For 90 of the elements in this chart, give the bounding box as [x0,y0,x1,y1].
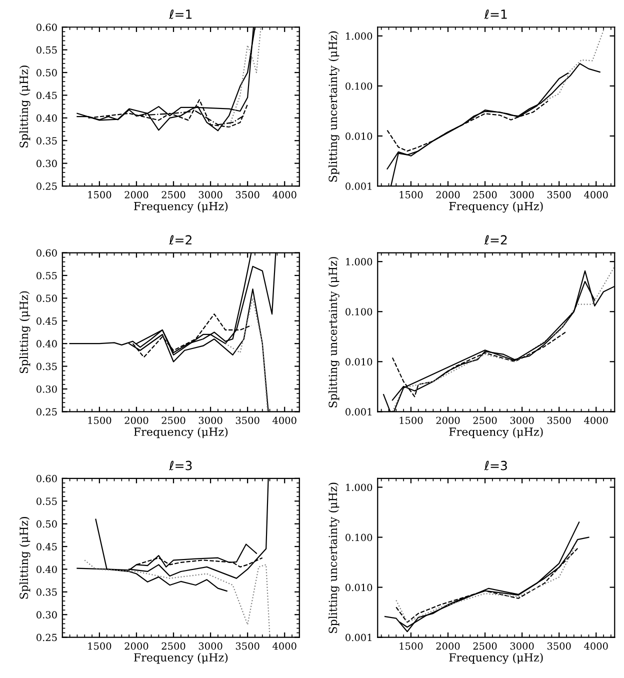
x-tick-label: 2000 [436,191,460,198]
y-tick-label: 0.55 [36,272,57,280]
chart-title: ℓ=1 [168,10,192,19]
y-tick-label: 0.25 [36,182,57,190]
x-tick-label: 1500 [400,191,423,198]
x-tick-label: 4000 [584,416,608,424]
chart-title: ℓ=3 [484,460,507,470]
y-tick-label: 0.45 [36,92,57,100]
x-tick-label: 3000 [510,416,534,424]
y-axis-title: Splitting (μHz) [19,291,30,374]
x-tick-label: 3000 [510,642,534,650]
x-tick-label: 3000 [198,191,222,198]
x-tick-label: 3000 [198,416,222,424]
x-tick-label: 4000 [584,642,608,650]
y-tick-label: 0.30 [36,385,57,393]
y-tick-label: 0.001 [346,408,372,416]
y-tick-label: 0.30 [36,611,57,618]
x-tick-label: 4000 [272,642,296,650]
x-tick-label: 3500 [236,191,260,198]
x-axis-title: Frequency (μHz) [134,652,228,664]
x-axis-title: Frequency (μHz) [134,427,228,438]
x-axis-title: Frequency (μHz) [449,427,543,438]
y-tick-label: 0.55 [36,498,57,505]
y-tick-label: 0.001 [346,634,372,642]
x-tick-label: 3500 [547,416,571,424]
x-tick-label: 2000 [124,642,148,650]
x-tick-label: 4000 [272,416,296,424]
y-tick-label: 0.010 [346,358,372,366]
x-tick-label: 3000 [510,191,534,198]
x-tick-label: 2500 [162,416,186,424]
y-axis-title: Splitting (μHz) [19,66,30,148]
y-tick-label: 1.000 [346,32,372,40]
y-tick-label: 0.100 [346,534,372,542]
x-tick-label: 1500 [400,642,423,650]
y-axis-title: Splitting uncertainty (μHz) [328,482,340,633]
x-tick-label: 1500 [88,642,112,650]
x-tick-label: 2500 [162,191,186,198]
y-tick-label: 0.25 [36,634,57,642]
x-axis-title: Frequency (μHz) [134,202,228,213]
x-tick-label: 2500 [473,191,497,198]
y-tick-label: 0.50 [36,69,57,76]
y-tick-label: 0.40 [36,340,57,348]
y-tick-label: 0.60 [36,474,57,482]
x-tick-label: 2500 [162,642,186,650]
x-axis-title: Frequency (μHz) [449,202,543,213]
x-tick-label: 2500 [473,642,497,650]
x-axis-title: Frequency (μHz) [449,652,543,664]
x-tick-label: 4000 [272,191,296,198]
y-tick-label: 0.45 [36,542,57,550]
x-tick-label: 3000 [198,642,222,650]
x-tick-label: 3500 [236,642,260,650]
x-tick-label: 3500 [547,191,571,198]
y-tick-label: 0.001 [346,182,372,190]
y-tick-label: 0.100 [346,308,372,316]
y-axis-title: Splitting uncertainty (μHz) [328,257,340,408]
chart-title: ℓ=1 [484,10,507,19]
y-tick-label: 0.010 [346,584,372,592]
y-tick-label: 0.100 [346,82,372,90]
y-tick-label: 0.35 [36,137,57,144]
y-tick-label: 0.50 [36,520,57,528]
x-tick-label: 2000 [124,416,148,424]
x-tick-label: 3500 [236,416,260,424]
x-tick-label: 2000 [124,191,148,198]
x-tick-label: 2500 [473,416,497,424]
x-tick-label: 1500 [88,416,112,424]
x-tick-label: 2000 [436,416,460,424]
y-tick-label: 0.25 [36,408,57,416]
y-tick-label: 0.60 [36,249,57,257]
x-tick-label: 2000 [436,642,460,650]
x-tick-label: 4000 [584,191,608,198]
y-tick-label: 0.40 [36,114,57,122]
y-tick-label: 1.000 [346,484,372,492]
y-tick-label: 0.010 [346,132,372,140]
y-tick-label: 0.60 [36,24,57,31]
y-tick-label: 0.30 [36,160,57,168]
x-tick-label: 3500 [547,642,571,650]
x-tick-label: 1500 [88,191,112,198]
chart-title: ℓ=2 [484,235,507,245]
y-tick-label: 0.35 [36,362,57,370]
y-tick-label: 0.35 [36,588,57,596]
y-tick-label: 0.45 [36,317,57,325]
chart-title: ℓ=3 [168,460,192,470]
y-tick-label: 0.55 [36,46,57,54]
y-tick-label: 0.50 [36,294,57,302]
y-axis-title: Splitting uncertainty (μHz) [328,31,340,182]
x-tick-label: 1500 [400,416,423,424]
y-axis-title: Splitting (μHz) [19,516,30,599]
chart-title: ℓ=2 [168,235,192,245]
y-tick-label: 1.000 [346,258,372,266]
y-tick-label: 0.40 [36,566,57,574]
